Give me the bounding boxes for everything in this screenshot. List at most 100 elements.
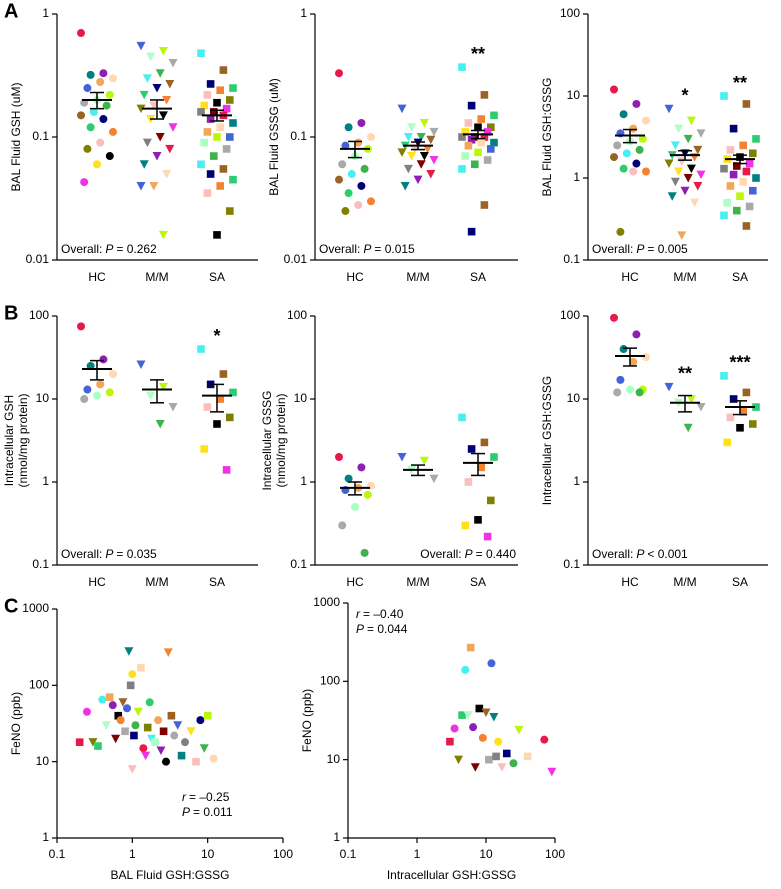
point xyxy=(137,663,145,672)
point xyxy=(749,420,757,428)
point xyxy=(229,175,237,184)
point xyxy=(464,478,473,486)
y-axis-label: (nmol/mg protein) xyxy=(16,393,30,487)
point xyxy=(168,58,178,68)
point xyxy=(136,104,146,114)
point xyxy=(357,181,366,190)
point xyxy=(619,164,628,173)
point xyxy=(210,152,218,160)
point xyxy=(360,164,369,173)
x-tick-label: HC xyxy=(621,270,639,284)
y-tick-label: 1 xyxy=(300,474,307,488)
point xyxy=(173,721,183,730)
point xyxy=(206,80,215,88)
x-tick-label: 10 xyxy=(479,847,493,861)
point xyxy=(77,322,85,331)
panel-letter: C xyxy=(4,595,18,617)
point xyxy=(736,423,744,432)
point xyxy=(461,152,469,160)
point xyxy=(170,731,179,740)
point xyxy=(626,385,634,394)
point xyxy=(109,127,117,136)
annotation: P = 0.011 xyxy=(182,805,233,819)
point xyxy=(397,453,407,462)
point xyxy=(94,742,102,750)
annotation-part: Overall: xyxy=(61,242,102,256)
point xyxy=(118,698,128,707)
point xyxy=(335,453,343,462)
point xyxy=(480,201,489,209)
annotation-part: = 0.015 xyxy=(374,242,415,256)
x-tick-label: SA xyxy=(470,575,486,589)
point xyxy=(101,721,111,730)
point xyxy=(203,128,212,136)
x-tick-label: SA xyxy=(209,575,225,589)
point xyxy=(335,69,343,78)
point xyxy=(483,156,492,164)
point xyxy=(487,659,496,668)
point xyxy=(461,521,469,530)
significance-stars: *** xyxy=(729,353,750,373)
point xyxy=(168,403,178,412)
point xyxy=(729,170,738,179)
x-tick-label: M/M xyxy=(145,575,168,589)
point xyxy=(667,192,677,201)
point xyxy=(619,110,628,119)
x-tick-label: SA xyxy=(732,575,748,589)
point xyxy=(696,403,706,412)
point xyxy=(458,133,466,141)
annotation: Overall: P = 0.262 xyxy=(61,242,157,256)
point xyxy=(354,138,363,147)
point xyxy=(96,138,105,147)
point xyxy=(613,141,622,150)
point xyxy=(622,149,631,158)
point xyxy=(610,313,618,322)
point xyxy=(216,395,224,403)
annotation-part: = 0.005 xyxy=(647,242,688,256)
point xyxy=(683,174,693,183)
point xyxy=(540,735,549,744)
point xyxy=(88,738,98,747)
point xyxy=(670,141,680,150)
annotation-part: < 0.001 xyxy=(647,547,688,561)
x-tick-label: 100 xyxy=(545,847,565,861)
point xyxy=(75,738,84,746)
annotation: r = –0.40 xyxy=(356,607,404,621)
point xyxy=(133,707,143,717)
point xyxy=(419,118,429,128)
point xyxy=(474,516,482,524)
point xyxy=(344,123,353,132)
point xyxy=(419,152,429,161)
point xyxy=(683,423,693,433)
y-tick-label: 0.1 xyxy=(32,557,49,571)
point xyxy=(109,370,117,379)
x-tick-label: M/M xyxy=(673,270,696,284)
point xyxy=(739,141,747,150)
point xyxy=(363,490,372,499)
point xyxy=(338,521,347,530)
point xyxy=(114,711,123,720)
annotation-part: Overall: xyxy=(420,547,461,561)
point xyxy=(489,713,499,722)
point xyxy=(367,197,375,206)
point xyxy=(338,160,347,169)
point xyxy=(523,752,532,761)
point xyxy=(736,192,744,200)
point xyxy=(145,698,154,707)
point xyxy=(696,129,706,138)
point xyxy=(683,134,693,144)
point xyxy=(86,70,95,79)
point xyxy=(203,91,212,99)
x-tick-label: HC xyxy=(346,575,364,589)
point xyxy=(487,145,495,153)
panel-letter: B xyxy=(4,302,18,324)
point xyxy=(226,96,234,104)
x-tick-label: HC xyxy=(346,270,364,284)
point xyxy=(635,388,644,397)
point xyxy=(429,156,439,165)
point xyxy=(619,345,628,354)
y-tick-label: 1 xyxy=(573,170,580,184)
annotation-part: P xyxy=(636,547,644,561)
point xyxy=(128,670,137,679)
